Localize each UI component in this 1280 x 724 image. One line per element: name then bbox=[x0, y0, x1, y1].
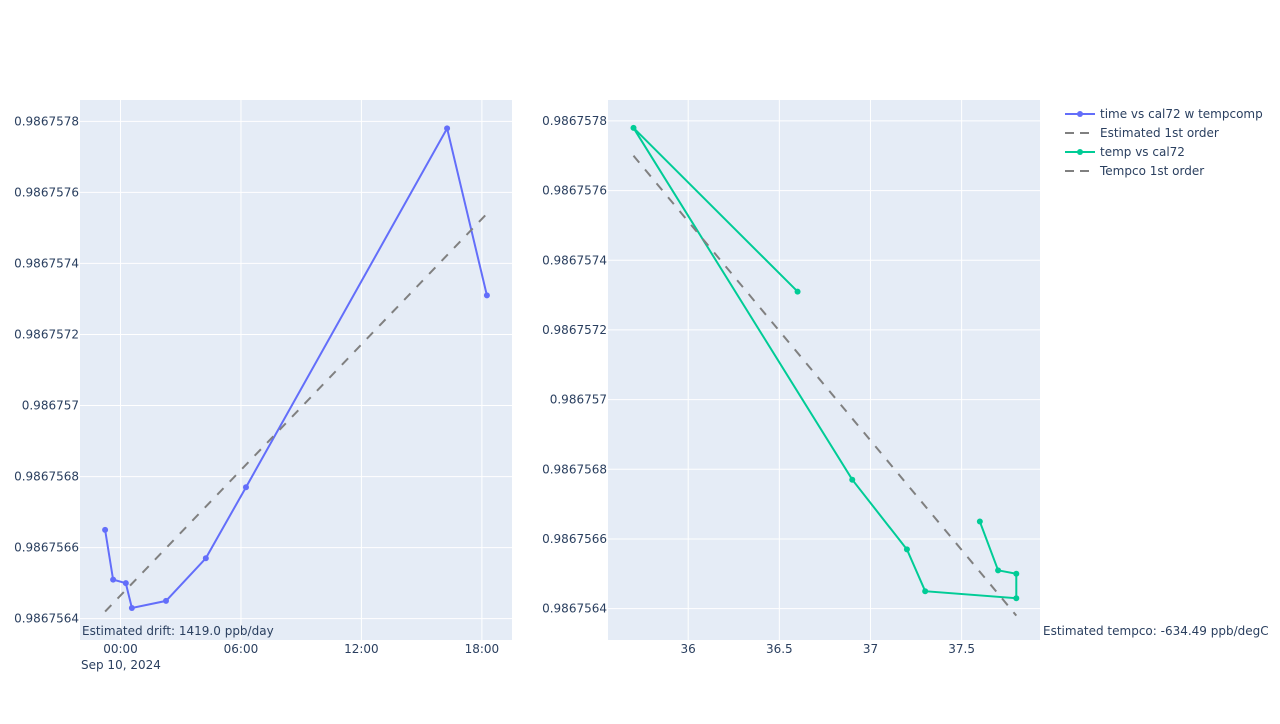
data-point bbox=[976, 518, 983, 525]
data-point bbox=[242, 484, 249, 491]
x-tick-label: 06:00 bbox=[224, 642, 259, 656]
drift-subplot: 00:00 06:00 12:00 18:00 Sep 10, 2024 0.986756… bbox=[14, 100, 512, 672]
fit-annotation: Estimated tempco: -634.49 ppb/degC bbox=[1043, 624, 1269, 638]
y-tick-label: 0.9867574 bbox=[14, 256, 79, 270]
y-tick-label: 0.9867564 bbox=[542, 602, 607, 616]
data-point bbox=[1013, 595, 1020, 602]
data-point bbox=[483, 292, 490, 299]
fit-line bbox=[104, 213, 488, 613]
data-point bbox=[444, 125, 451, 132]
data-point bbox=[903, 546, 910, 553]
data-point bbox=[849, 476, 856, 483]
legend-marker bbox=[1077, 111, 1083, 117]
data-point bbox=[110, 576, 117, 583]
plot-area bbox=[80, 100, 512, 640]
x-tick-label: 36.5 bbox=[766, 642, 793, 656]
data-point bbox=[122, 580, 129, 587]
y-tick-label: 0.9867576 bbox=[542, 184, 607, 198]
y-tick-label: 0.9867572 bbox=[542, 323, 607, 337]
data-point bbox=[922, 588, 929, 595]
x-tick-label: 37.5 bbox=[948, 642, 975, 656]
y-tick-label: 0.9867578 bbox=[542, 114, 607, 128]
fit-annotation: Estimated drift: 1419.0 ppb/day bbox=[82, 624, 274, 638]
legend-label: time vs cal72 w tempcomp bbox=[1100, 107, 1263, 121]
legend-label: Estimated 1st order bbox=[1100, 126, 1219, 140]
data-point bbox=[202, 555, 209, 562]
legend: time vs cal72 w tempcomp Estimated 1st or… bbox=[1065, 107, 1263, 178]
x-tick-sublabel: Sep 10, 2024 bbox=[81, 658, 161, 672]
x-tick-label: 12:00 bbox=[344, 642, 379, 656]
legend-marker bbox=[1077, 149, 1083, 155]
y-tick-label: 0.9867572 bbox=[14, 327, 79, 341]
legend-label: Tempco 1st order bbox=[1099, 164, 1204, 178]
x-tick-label: 00:00 bbox=[103, 642, 138, 656]
x-tick-label: 36 bbox=[681, 642, 696, 656]
y-tick-label: 0.9867566 bbox=[14, 541, 79, 555]
data-point bbox=[995, 567, 1002, 574]
y-tick-label: 0.9867574 bbox=[542, 253, 607, 267]
y-tick-label: 0.9867568 bbox=[542, 462, 607, 476]
y-tick-label: 0.9867564 bbox=[14, 612, 79, 626]
y-tick-label: 0.9867568 bbox=[14, 470, 79, 484]
x-tick-label: 37 bbox=[863, 642, 878, 656]
plot-area bbox=[608, 100, 1040, 640]
data-point bbox=[1013, 570, 1020, 577]
data-point bbox=[102, 526, 109, 533]
y-tick-label: 0.9867576 bbox=[14, 185, 79, 199]
tempco-subplot: 36 36.5 37 37.5 0.9867564 0.9867566 0.9867568 0… bbox=[542, 100, 1269, 656]
data-point bbox=[794, 288, 801, 295]
y-tick-label: 0.9867566 bbox=[542, 532, 607, 546]
data-point bbox=[630, 124, 637, 131]
y-tick-label: 0.9867578 bbox=[14, 114, 79, 128]
y-tick-label: 0.986757 bbox=[22, 399, 79, 413]
data-point bbox=[162, 597, 169, 604]
y-tick-label: 0.986757 bbox=[550, 393, 607, 407]
data-point bbox=[128, 605, 135, 612]
legend-label: temp vs cal72 bbox=[1100, 145, 1185, 159]
x-tick-label: 18:00 bbox=[465, 642, 500, 656]
